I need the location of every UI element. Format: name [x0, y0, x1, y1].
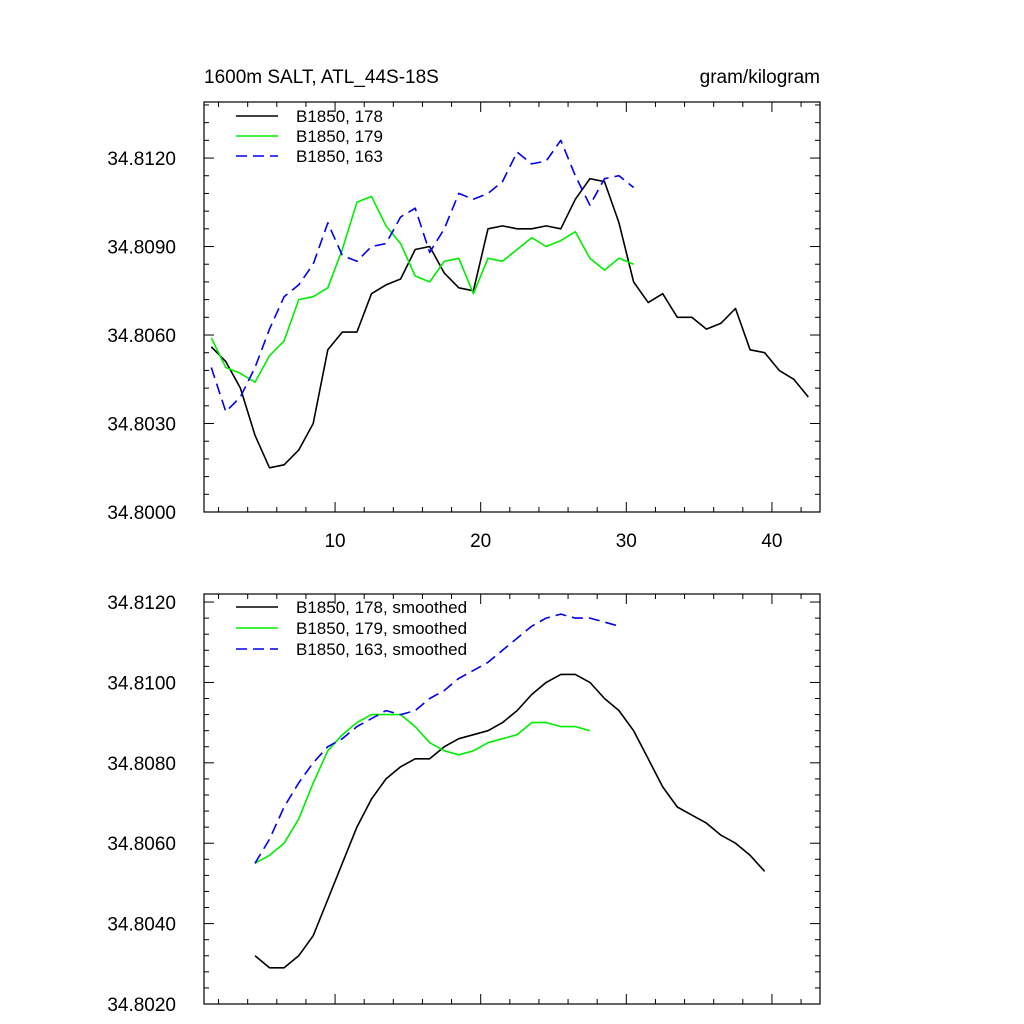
legend-label: B1850, 179, smoothed	[296, 619, 467, 638]
series-line	[210, 177, 809, 469]
series-line	[254, 713, 591, 865]
y-tick-label: 34.8020	[107, 995, 176, 1016]
y-tick-label: 34.8120	[107, 149, 176, 170]
y-tick-label: 34.8000	[107, 503, 176, 524]
y-tick-label: 34.8090	[107, 238, 176, 259]
legend-label: B1850, 163, smoothed	[296, 640, 467, 659]
y-tick-label: 34.8120	[107, 593, 176, 614]
series-line	[254, 673, 766, 969]
x-tick-label: 40	[761, 531, 782, 552]
series-line	[210, 139, 635, 413]
x-tick-label: 20	[470, 531, 491, 552]
series-line	[210, 195, 634, 384]
y-tick-label: 34.8030	[107, 415, 176, 436]
plot-frame	[203, 593, 821, 1005]
y-tick-label: 34.8080	[107, 754, 176, 775]
legend-label: B1850, 179	[296, 127, 383, 146]
y-tick-label: 34.8040	[107, 915, 176, 936]
legend-label: B1850, 178	[296, 107, 383, 126]
y-tick-label: 34.8100	[107, 673, 176, 694]
series-line	[254, 613, 620, 864]
y-tick-label: 34.8060	[107, 326, 176, 347]
bottom-panel: 34.8020 34.8040 34.8060 34.8080 34.8100 34.81…	[107, 593, 821, 1016]
x-tick-label: 10	[324, 531, 345, 552]
top-panel: 1600m SALT, ATL_44S-18S gram/kilogram 10…	[107, 67, 821, 552]
legend-label: B1850, 163	[296, 147, 383, 166]
units-label: gram/kilogram	[700, 67, 820, 88]
legend-label: B1850, 178, smoothed	[296, 598, 467, 617]
y-tick-label: 34.8060	[107, 834, 176, 855]
plot-frame	[203, 101, 821, 513]
chart-title: 1600m SALT, ATL_44S-18S	[204, 67, 439, 88]
x-tick-label: 30	[616, 531, 637, 552]
